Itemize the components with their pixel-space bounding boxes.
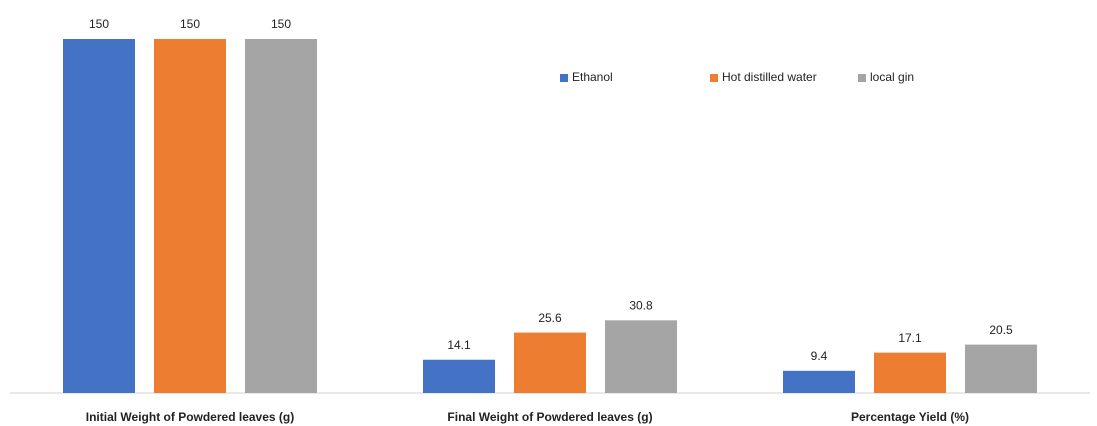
value-label: 150 <box>89 17 109 31</box>
x-tick-label: Final Weight of Powdered leaves (g) <box>447 410 652 424</box>
bar <box>245 39 317 393</box>
value-label: 14.1 <box>447 338 471 352</box>
legend-label: Ethanol <box>572 70 613 84</box>
bar <box>965 344 1037 393</box>
legend-swatch <box>710 74 718 82</box>
bar <box>154 39 226 393</box>
value-label: 20.5 <box>989 323 1013 337</box>
value-label: 9.4 <box>811 349 828 363</box>
value-label: 25.6 <box>538 311 562 325</box>
legend-label: Hot distilled water <box>722 70 817 84</box>
bar <box>423 359 495 393</box>
x-tick-label: Initial Weight of Powdered leaves (g) <box>86 410 294 424</box>
value-label: 150 <box>180 17 200 31</box>
legend-swatch <box>858 74 866 82</box>
bar <box>783 370 855 393</box>
bar <box>63 39 135 393</box>
value-label: 17.1 <box>898 331 922 345</box>
legend-label: local gin <box>870 70 914 84</box>
value-label: 30.8 <box>629 298 653 312</box>
bar <box>514 332 586 393</box>
legend-swatch <box>560 74 568 82</box>
x-tick-label: Percentage Yield (%) <box>851 410 969 424</box>
value-label: 150 <box>271 17 291 31</box>
bar <box>605 320 677 393</box>
bar <box>874 352 946 393</box>
